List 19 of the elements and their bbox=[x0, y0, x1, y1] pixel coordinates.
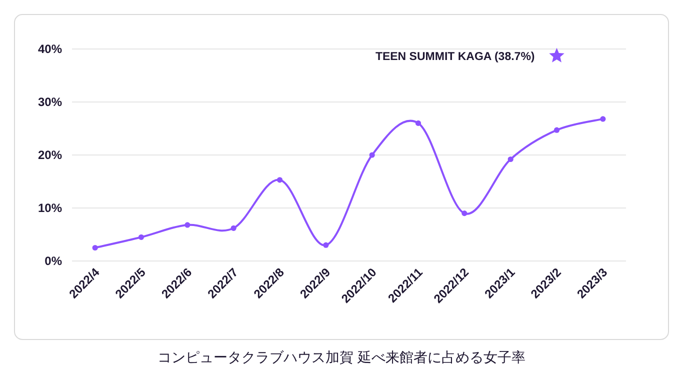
point bbox=[369, 152, 375, 158]
point bbox=[92, 244, 98, 251]
point bbox=[276, 177, 283, 183]
y-tick-label: 30% bbox=[38, 95, 62, 109]
y-tick-label: 20% bbox=[38, 148, 62, 162]
y-tick-label: 0% bbox=[44, 254, 62, 268]
point bbox=[415, 120, 422, 126]
series-label: TEEN SUMMIT KAGA (38.7%) bbox=[375, 50, 535, 63]
y-tick-label: 10% bbox=[38, 201, 62, 215]
point bbox=[230, 225, 236, 231]
point bbox=[508, 156, 514, 162]
y-tick-label: 40% bbox=[38, 42, 62, 56]
point bbox=[323, 242, 329, 248]
point bbox=[554, 127, 560, 133]
text: コンピュータクラブハウス加賀 延べ来館者に占める女子率 bbox=[158, 349, 526, 365]
point bbox=[184, 222, 190, 228]
point bbox=[600, 116, 606, 122]
point bbox=[138, 234, 144, 240]
point bbox=[462, 210, 468, 216]
